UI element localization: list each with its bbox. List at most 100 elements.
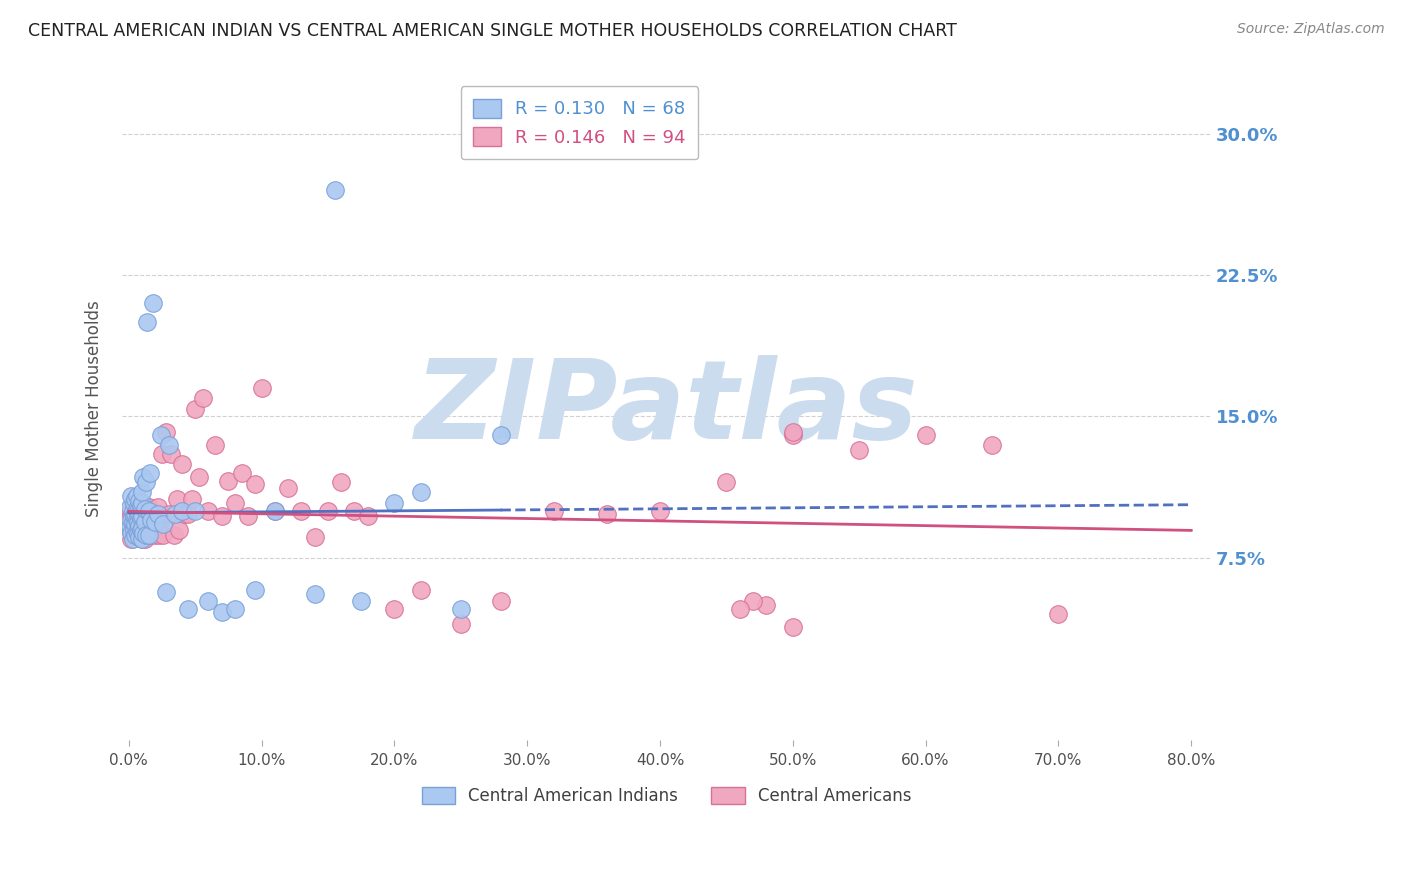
Point	[118, 523, 141, 537]
Point	[134, 501, 156, 516]
Point	[120, 509, 142, 524]
Point	[131, 496, 153, 510]
Point	[120, 513, 142, 527]
Point	[155, 584, 177, 599]
Point	[125, 513, 148, 527]
Point	[350, 594, 373, 608]
Point	[596, 508, 619, 522]
Point	[165, 508, 187, 522]
Point	[755, 598, 778, 612]
Point	[142, 296, 165, 310]
Point	[139, 466, 162, 480]
Point	[132, 526, 155, 541]
Point	[129, 511, 152, 525]
Point	[409, 484, 432, 499]
Point	[128, 518, 150, 533]
Point	[135, 475, 157, 490]
Point	[127, 528, 149, 542]
Point	[409, 582, 432, 597]
Point	[141, 513, 163, 527]
Point	[648, 504, 671, 518]
Point	[128, 508, 150, 522]
Point	[489, 428, 512, 442]
Point	[170, 504, 193, 518]
Point	[157, 508, 180, 522]
Y-axis label: Single Mother Households: Single Mother Households	[86, 301, 103, 517]
Point	[120, 532, 142, 546]
Point	[489, 594, 512, 608]
Point	[204, 438, 226, 452]
Point	[146, 500, 169, 514]
Point	[122, 528, 145, 542]
Point	[134, 508, 156, 522]
Point	[304, 530, 326, 544]
Point	[357, 509, 380, 524]
Point	[217, 474, 239, 488]
Point	[316, 504, 339, 518]
Point	[728, 601, 751, 615]
Point	[184, 401, 207, 416]
Point	[125, 530, 148, 544]
Point	[238, 509, 260, 524]
Point	[148, 528, 170, 542]
Point	[141, 511, 163, 525]
Point	[118, 504, 141, 518]
Point	[167, 523, 190, 537]
Point	[134, 515, 156, 529]
Point	[124, 513, 146, 527]
Point	[125, 489, 148, 503]
Point	[121, 532, 143, 546]
Point	[131, 532, 153, 546]
Point	[188, 469, 211, 483]
Point	[170, 457, 193, 471]
Point	[124, 526, 146, 541]
Point	[166, 492, 188, 507]
Point	[127, 526, 149, 541]
Point	[127, 515, 149, 529]
Point	[146, 508, 169, 522]
Point	[138, 504, 160, 518]
Point	[782, 425, 804, 439]
Point	[263, 504, 285, 518]
Point	[129, 524, 152, 539]
Point	[134, 532, 156, 546]
Point	[127, 515, 149, 529]
Point	[382, 601, 405, 615]
Point	[152, 516, 174, 531]
Point	[155, 425, 177, 439]
Point	[450, 616, 472, 631]
Point	[250, 381, 273, 395]
Point	[160, 447, 183, 461]
Point	[138, 528, 160, 542]
Point	[128, 494, 150, 508]
Text: CENTRAL AMERICAN INDIAN VS CENTRAL AMERICAN SINGLE MOTHER HOUSEHOLDS CORRELATION: CENTRAL AMERICAN INDIAN VS CENTRAL AMERI…	[28, 22, 957, 40]
Point	[135, 528, 157, 542]
Point	[131, 504, 153, 518]
Point	[177, 508, 200, 522]
Point	[1047, 607, 1070, 622]
Point	[129, 498, 152, 512]
Point	[127, 504, 149, 518]
Point	[121, 515, 143, 529]
Point	[122, 515, 145, 529]
Point	[323, 184, 346, 198]
Point	[131, 509, 153, 524]
Point	[132, 528, 155, 542]
Point	[122, 523, 145, 537]
Point	[149, 513, 172, 527]
Point	[716, 475, 738, 490]
Point	[211, 509, 233, 524]
Point	[129, 523, 152, 537]
Point	[132, 469, 155, 483]
Point	[224, 496, 246, 510]
Text: ZIPatlas: ZIPatlas	[415, 355, 918, 462]
Point	[211, 606, 233, 620]
Point	[243, 582, 266, 597]
Point	[120, 489, 142, 503]
Point	[121, 496, 143, 510]
Point	[184, 504, 207, 518]
Point	[118, 518, 141, 533]
Point	[231, 466, 253, 480]
Point	[121, 504, 143, 518]
Point	[131, 532, 153, 546]
